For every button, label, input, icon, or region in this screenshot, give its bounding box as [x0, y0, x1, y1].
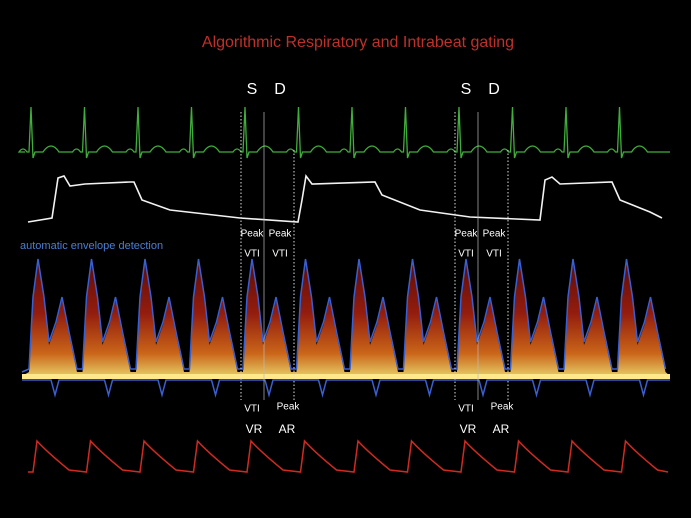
- waveforms: [17, 106, 670, 473]
- title: Algorithmic Respiratory and Intrabeat ga…: [202, 34, 514, 51]
- doppler-spectrum: [22, 262, 670, 376]
- measure-label: VTI: [486, 249, 502, 260]
- measure-label: Peak: [241, 229, 265, 240]
- doppler-envelope: [21, 258, 667, 373]
- respiration-trace: [27, 174, 663, 223]
- measure-label: VTI: [244, 249, 260, 260]
- phase-label: VR: [246, 422, 263, 436]
- gate-label: D: [274, 81, 286, 98]
- reverse-flow: [22, 379, 670, 398]
- measure-label: VTI: [272, 249, 288, 260]
- measure-label: VTI: [458, 404, 474, 415]
- pressure-trace: [28, 439, 669, 473]
- gate-label: D: [488, 81, 500, 98]
- annotation: automatic envelope detection: [20, 240, 163, 252]
- gate-label: S: [461, 81, 472, 98]
- measure-label: Peak: [483, 229, 507, 240]
- measure-label: Peak: [455, 229, 479, 240]
- measure-label: Peak: [491, 402, 515, 413]
- measure-label: Peak: [277, 402, 301, 413]
- baseline: [22, 374, 670, 379]
- phase-label: AR: [279, 422, 296, 436]
- measure-label: Peak: [269, 229, 293, 240]
- measure-label: VTI: [458, 249, 474, 260]
- measure-label: VTI: [244, 404, 260, 415]
- phase-label: AR: [493, 422, 510, 436]
- gate-label: S: [247, 81, 258, 98]
- phase-label: VR: [460, 422, 477, 436]
- ecg-trace: [17, 106, 670, 159]
